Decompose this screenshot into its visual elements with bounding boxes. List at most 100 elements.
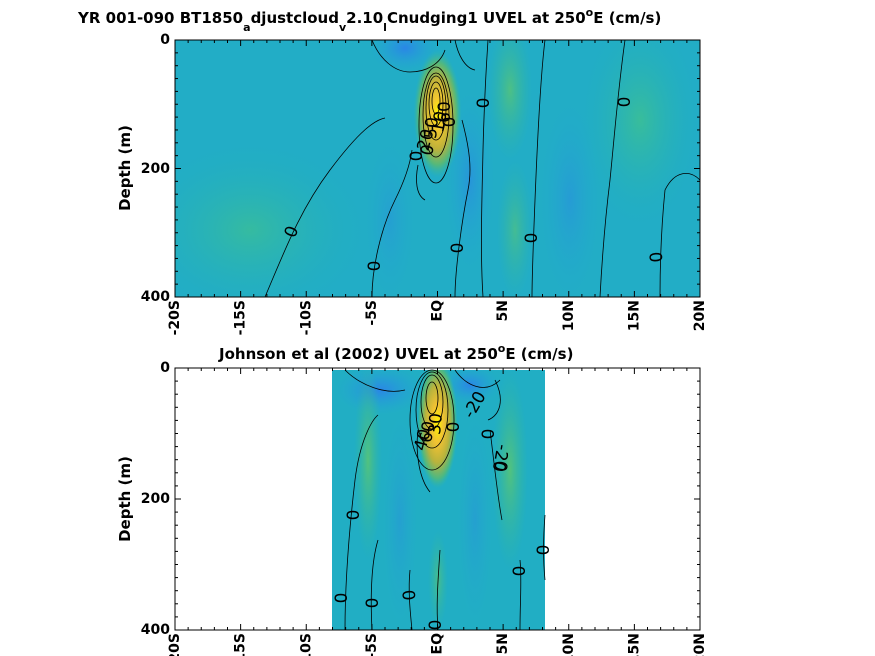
top-y-tick-label: 400 <box>141 289 170 305</box>
bottom-contour-label: 0 <box>510 566 530 577</box>
bottom-y-tick-label: 200 <box>141 491 170 507</box>
top-contour-label: 60 <box>435 101 455 123</box>
bottom-x-tick-label: -15S <box>233 633 249 656</box>
top-contour-line <box>599 40 626 297</box>
bottom-contour-line <box>425 381 439 415</box>
top-contour-label: 0 <box>522 233 542 244</box>
bottom-contour-label: 0 <box>400 589 421 602</box>
top-contour-label: 0 <box>615 97 635 108</box>
bottom-x-tick-label: 10N <box>561 633 577 656</box>
bottom-contour-label: 0 <box>534 545 554 556</box>
bottom-y-tick-label: 0 <box>160 360 170 376</box>
top-heatmap-green-band <box>497 160 533 297</box>
bottom-heatmap-green-band <box>492 370 528 570</box>
top-contour-label: 10 <box>428 110 451 135</box>
bottom-x-tick-label: -5S <box>364 633 380 656</box>
bottom-contours <box>344 369 546 631</box>
top-heatmap-blue-patch <box>540 100 600 297</box>
top-contour-line <box>371 40 446 73</box>
top-contour-line <box>371 149 413 297</box>
top-x-tick-label: -15S <box>233 300 249 335</box>
top-contour-label: 0 <box>474 98 494 109</box>
bottom-x-tick-label: -10S <box>298 633 314 656</box>
bottom-contour-line <box>416 429 431 493</box>
bottom-chart-title: Johnson et al (2002) UVEL at 250oE (cm/s… <box>218 342 573 363</box>
top-contour-line <box>422 72 450 158</box>
bottom-contour-label: 0 <box>332 593 352 604</box>
bottom-contour-label: 60 <box>416 420 439 445</box>
top-y-tick-label: 200 <box>141 161 170 177</box>
bottom-y-tick-labels: 0 200 400 <box>141 360 170 638</box>
top-contour-label: 0 <box>365 261 385 272</box>
bottom-contour-label: 0 <box>489 459 511 473</box>
top-x-tick-label: 5N <box>495 300 511 321</box>
bottom-contour-label: 0 <box>344 510 364 521</box>
bottom-x-tick-label: 20N <box>692 633 708 656</box>
bottom-contour-line <box>543 514 546 581</box>
top-y-tick-labels: 0 200 400 <box>141 32 170 305</box>
top-contour-line <box>454 119 471 297</box>
bottom-panel: Johnson et al (2002) UVEL at 250oE (cm/s… <box>116 342 708 656</box>
top-heatmap-blue-patch <box>365 140 415 297</box>
top-contour-line <box>416 164 426 201</box>
bottom-contour-label: 30 <box>425 412 447 435</box>
bottom-heatmap-blue-patch <box>382 410 418 630</box>
top-chart-title: YR 001-090 BT1850adjustcloudv2.10lCnudgi… <box>77 6 661 34</box>
bottom-contour-line <box>409 369 455 471</box>
bottom-x-tick-label: 15N <box>626 633 642 656</box>
top-contour-line <box>481 40 489 297</box>
top-jet-layer <box>413 50 462 178</box>
top-x-tick-label: -20S <box>167 300 183 335</box>
top-contour-label: 0 <box>647 251 668 264</box>
bottom-y-tick-label: 400 <box>141 622 170 638</box>
top-contour-label: 0 <box>417 143 439 157</box>
top-heatmap <box>175 40 700 297</box>
top-contour-line <box>531 40 546 297</box>
top-x-tick-label: 20N <box>692 300 708 331</box>
top-x-tick-label: -5S <box>364 300 380 326</box>
top-contour-label: 0 <box>407 151 427 162</box>
top-tick-marks <box>174 39 701 298</box>
top-contour-line <box>659 173 700 297</box>
top-contour-line <box>425 75 447 141</box>
bottom-contour-label: -20 <box>488 443 513 474</box>
bottom-heatmap-blue-patch <box>335 370 425 415</box>
top-contour-line <box>431 87 441 115</box>
top-contours <box>264 40 700 297</box>
top-x-tick-label: 15N <box>626 300 642 331</box>
bottom-contour-label: 0 <box>426 620 446 631</box>
top-panel: YR 001-090 BT1850adjustcloudv2.10lCnudgi… <box>77 6 708 335</box>
top-contour-line <box>418 66 454 184</box>
top-contour-label: 0 <box>440 117 460 128</box>
bottom-tick-marks <box>174 367 701 631</box>
bottom-contour-line <box>436 549 441 631</box>
bottom-contour-line <box>487 379 501 421</box>
bottom-contour-line <box>408 569 413 631</box>
top-heatmap-green-region <box>175 140 370 297</box>
bottom-contour-label: 0 <box>479 429 499 440</box>
bottom-contour-line <box>420 374 444 430</box>
bottom-contour-line <box>344 414 379 631</box>
top-x-tick-label: EQ <box>430 300 446 322</box>
bottom-x-tick-label: EQ <box>430 633 446 655</box>
bottom-contour-line <box>415 371 449 449</box>
bottom-x-tick-label: -20S <box>167 633 183 656</box>
top-heatmap-green-band <box>488 40 532 160</box>
top-contour-line <box>428 81 444 127</box>
bottom-x-tick-labels: -20S -15S -10S -5S EQ 5N 10N 15N 20N <box>167 633 708 656</box>
bottom-contour-line <box>519 559 522 631</box>
top-jet-core <box>413 50 462 178</box>
bottom-contour-line <box>370 539 379 631</box>
top-x-tick-labels: -20S -15S -10S -5S EQ 5N 10N 15N 20N <box>167 300 708 335</box>
bottom-contour-labels: 0 0 0 0 0 0 0 0 0 30 40 60 -20 -20 0 <box>332 388 554 630</box>
bottom-contour-label: 0 <box>363 598 383 609</box>
top-contour-line <box>454 40 476 71</box>
bottom-contour-label: 0 <box>444 422 464 433</box>
top-y-tick-label: 0 <box>160 32 170 48</box>
bottom-heatmap <box>332 370 545 630</box>
bottom-contour-line <box>344 369 406 392</box>
bottom-y-axis-label: Depth (m) <box>116 456 134 542</box>
bottom-heatmap-blue-patch <box>457 410 493 630</box>
top-contour-line <box>264 117 386 297</box>
